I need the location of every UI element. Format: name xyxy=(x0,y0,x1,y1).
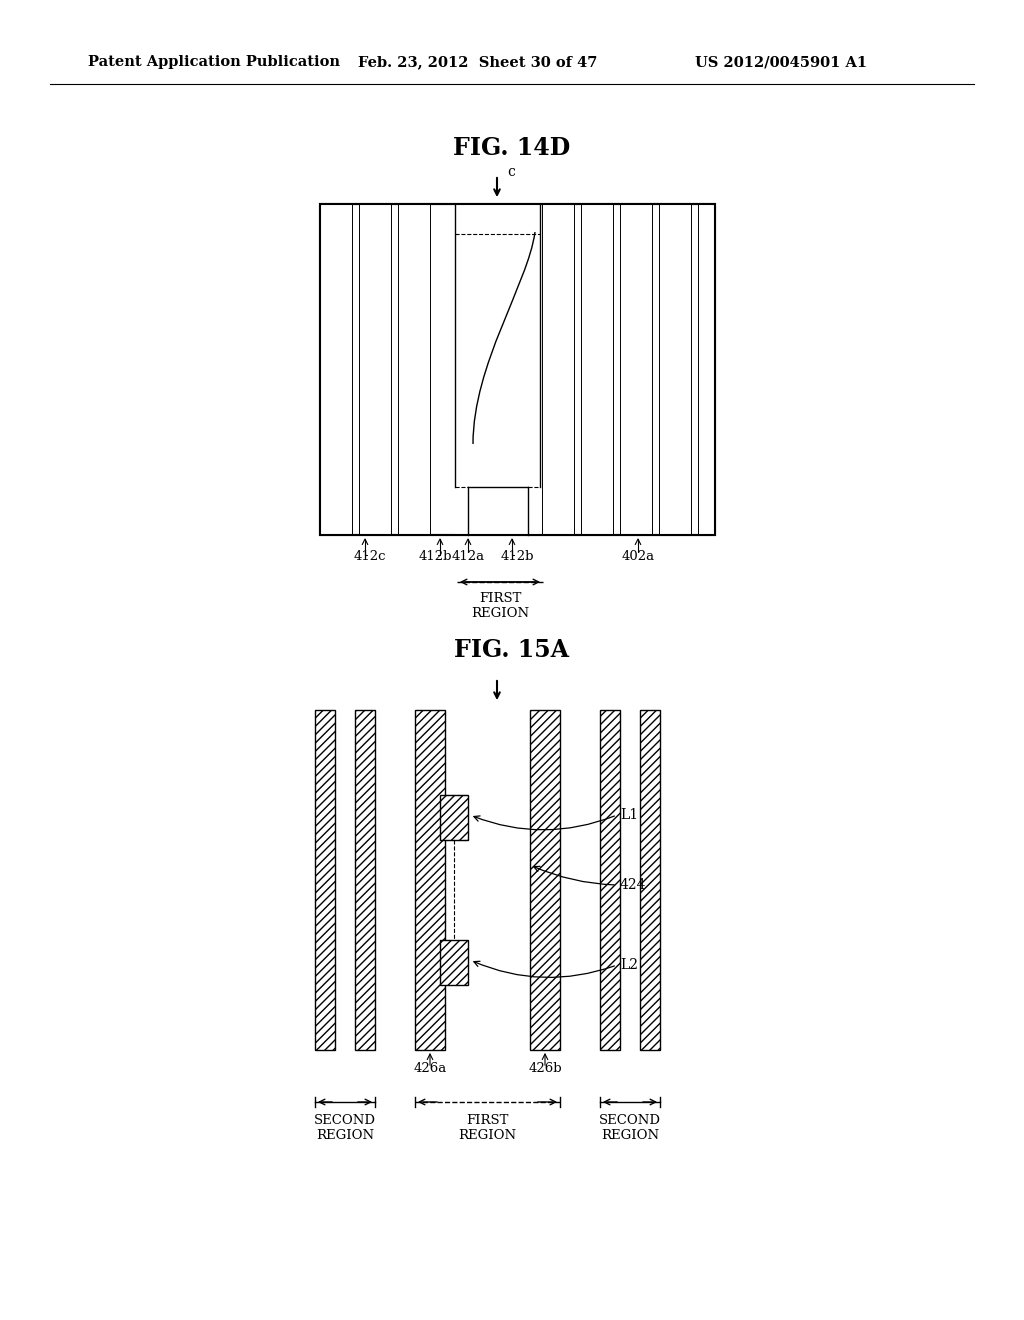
Bar xyxy=(600,710,620,1049)
Bar xyxy=(355,710,375,1049)
Bar xyxy=(542,205,574,535)
Text: 424: 424 xyxy=(620,878,646,892)
Text: 426a: 426a xyxy=(414,1063,446,1074)
Text: L2: L2 xyxy=(620,958,638,972)
Text: FIG. 15A: FIG. 15A xyxy=(455,638,569,663)
Text: FIG. 14D: FIG. 14D xyxy=(454,136,570,160)
Bar xyxy=(581,205,613,535)
Text: FIRST
REGION: FIRST REGION xyxy=(471,591,529,620)
Text: SECOND
REGION: SECOND REGION xyxy=(314,1114,376,1142)
Bar xyxy=(319,205,352,535)
Text: L1: L1 xyxy=(620,808,638,822)
Bar xyxy=(640,710,660,1049)
Bar xyxy=(319,205,715,535)
Text: 412c: 412c xyxy=(353,550,386,564)
Bar xyxy=(468,487,528,535)
Text: 412a: 412a xyxy=(452,550,484,564)
Bar xyxy=(620,205,652,535)
Bar xyxy=(455,205,540,487)
Bar xyxy=(528,487,540,535)
Bar xyxy=(315,710,335,1049)
Text: c: c xyxy=(507,165,515,180)
Text: Feb. 23, 2012  Sheet 30 of 47: Feb. 23, 2012 Sheet 30 of 47 xyxy=(358,55,597,69)
Text: 426b: 426b xyxy=(528,1063,562,1074)
Bar xyxy=(440,940,468,985)
Bar xyxy=(415,710,445,1049)
Text: 402a: 402a xyxy=(622,550,654,564)
Text: 412b: 412b xyxy=(418,550,452,564)
Bar xyxy=(530,710,560,1049)
Bar xyxy=(659,205,691,535)
Bar xyxy=(398,205,430,535)
Text: 412b: 412b xyxy=(501,550,534,564)
Bar xyxy=(698,205,715,535)
Bar xyxy=(440,795,468,840)
Text: SECOND
REGION: SECOND REGION xyxy=(599,1114,662,1142)
Text: FIRST
REGION: FIRST REGION xyxy=(459,1114,516,1142)
Bar xyxy=(359,205,391,535)
Text: US 2012/0045901 A1: US 2012/0045901 A1 xyxy=(695,55,867,69)
Text: Patent Application Publication: Patent Application Publication xyxy=(88,55,340,69)
Bar xyxy=(319,205,715,535)
Bar xyxy=(455,487,468,535)
